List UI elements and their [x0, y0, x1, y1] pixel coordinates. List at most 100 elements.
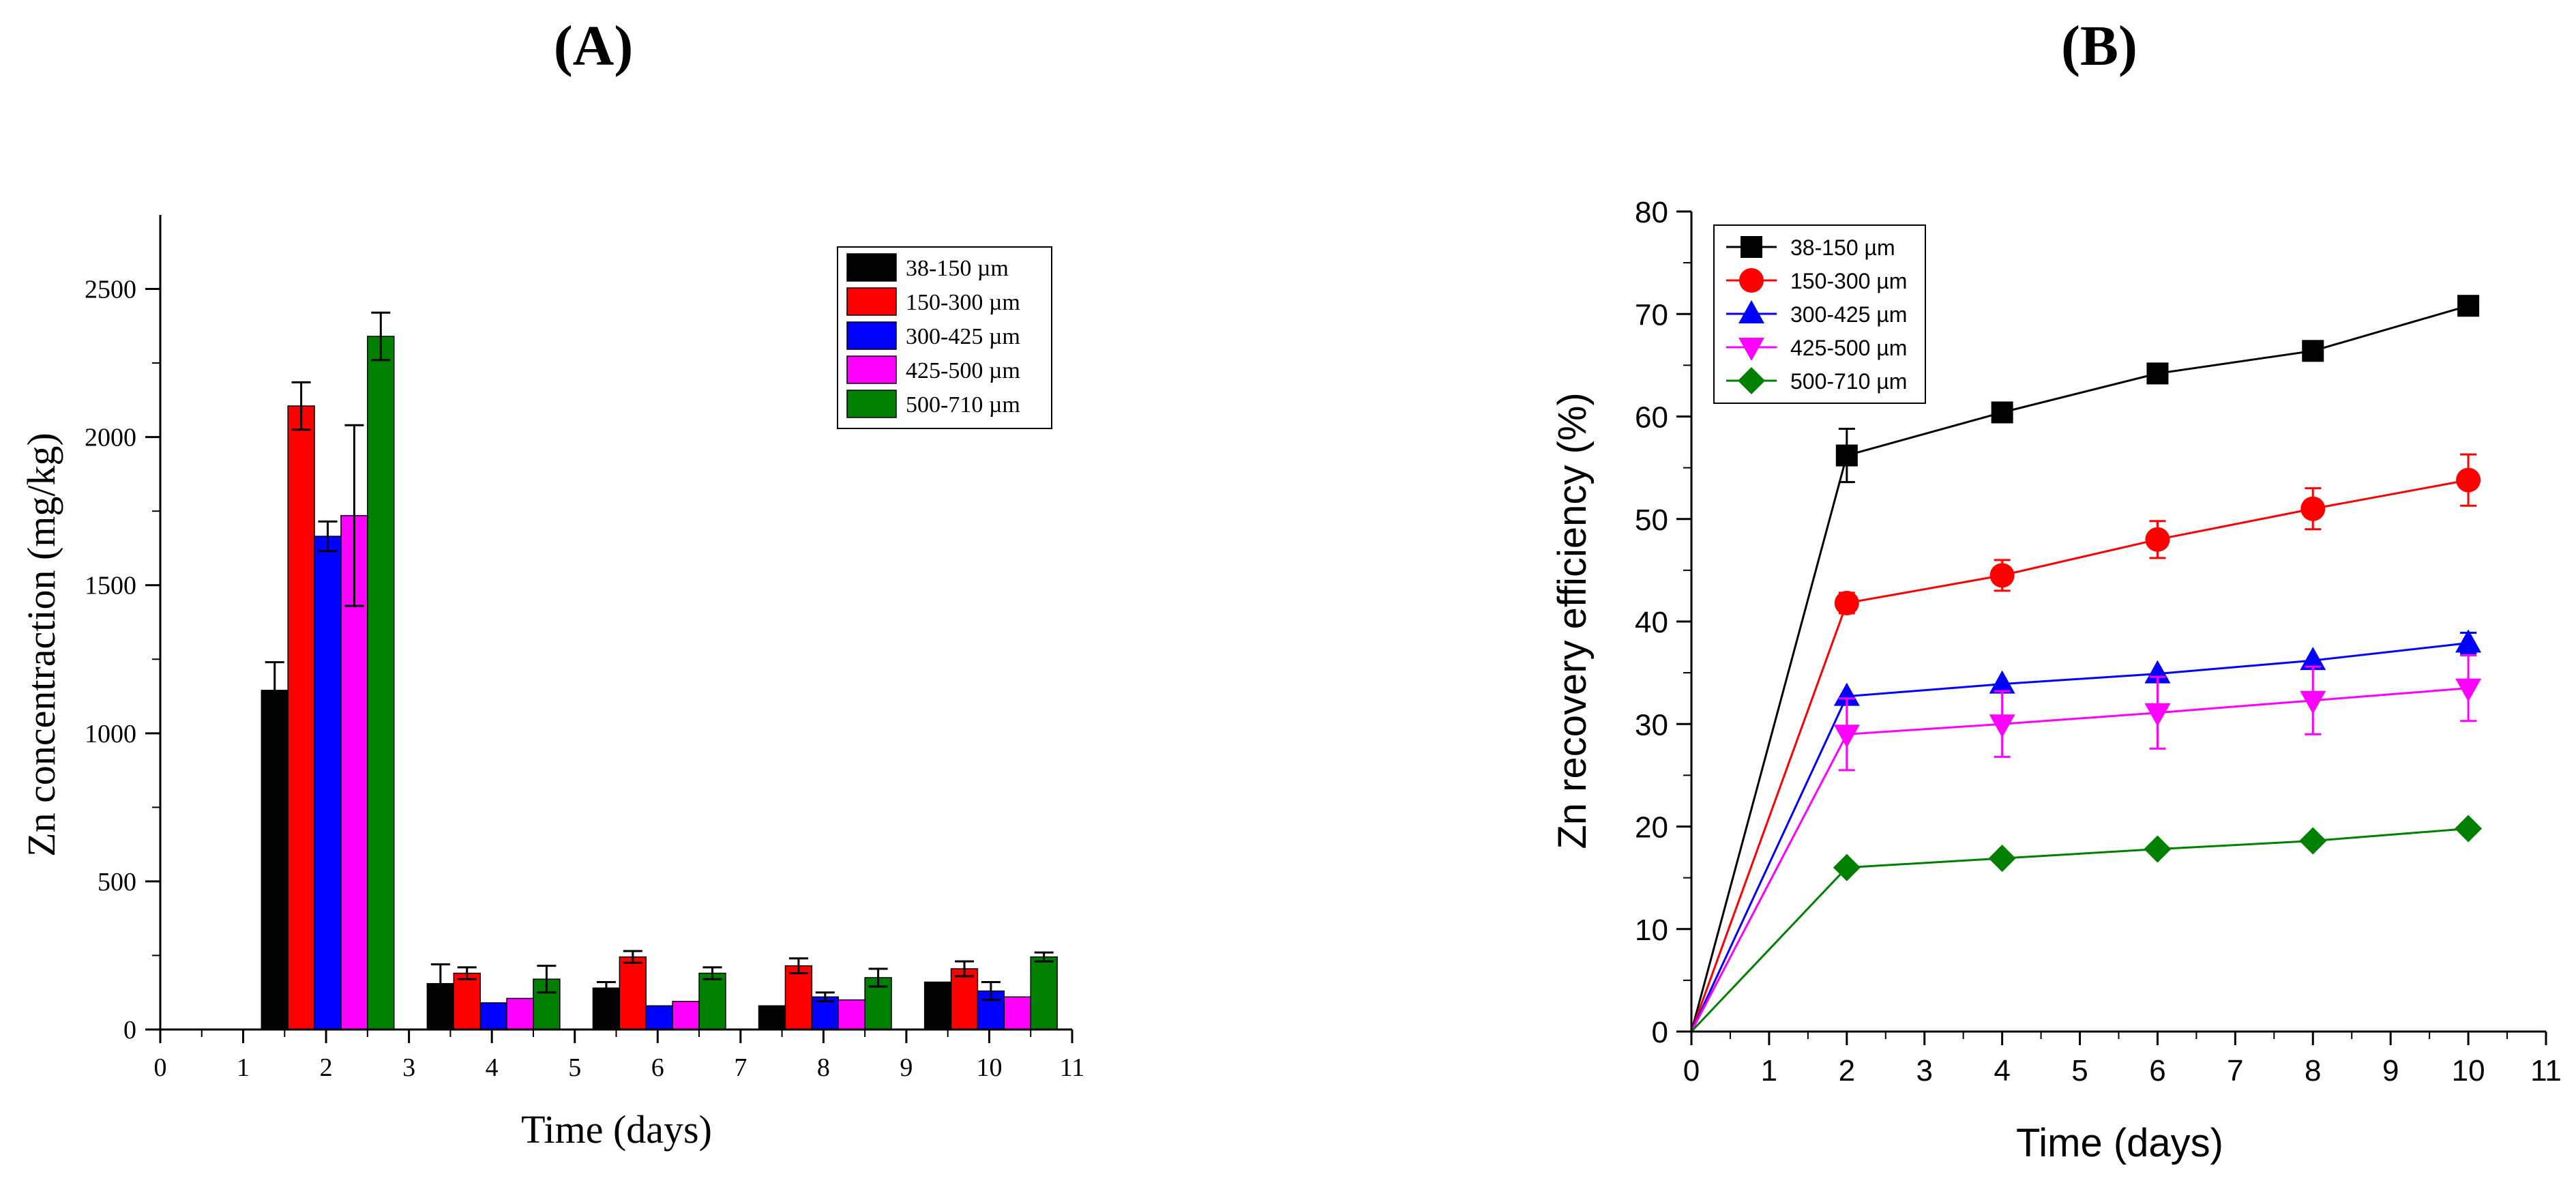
legend-b-label-2: 300-425 µm [1790, 302, 1907, 327]
point-2-2 [1989, 670, 2015, 694]
x-tick-label-a: 2 [320, 1053, 333, 1082]
x-tick-label-b: 11 [2530, 1054, 2562, 1087]
y-tick-label-b: 0 [1652, 1016, 1668, 1049]
line-series-0 [1690, 304, 2469, 1032]
legend-b-label-4: 500-710 µm [1790, 369, 1907, 394]
point-2-4 [2300, 647, 2326, 671]
chart-b-ylabel: Zn recovery efficiency (%) [1550, 392, 1595, 849]
chart-a-xlabel: Time (days) [521, 1107, 712, 1152]
line-series-3 [1690, 687, 2469, 1032]
legend-a-swatch-4 [846, 390, 897, 418]
point-3-4 [2300, 690, 2326, 714]
chart-a-ylabel: Zn concentraction (mg/kg) [19, 433, 63, 857]
x-tick-label-b: 0 [1683, 1054, 1700, 1087]
bar-3-4 [1003, 996, 1031, 1030]
point-0-5 [2457, 295, 2480, 317]
legend-b-marker-2 [1738, 300, 1764, 323]
bar-1-3 [784, 965, 813, 1030]
y-tick-label-a: 0 [123, 1016, 136, 1045]
legend-b-label-1: 150-300 µm [1790, 269, 1907, 293]
bar-2-0 [314, 536, 342, 1030]
point-0-3 [2146, 362, 2169, 385]
bar-1-4 [950, 968, 979, 1030]
point-2-1 [1833, 682, 1860, 706]
bar-2-2 [645, 1005, 673, 1030]
y-tick-label-b: 70 [1635, 298, 1668, 332]
point-0-1 [1835, 444, 1858, 467]
x-tick-label-b: 3 [1916, 1054, 1932, 1087]
bar-2-1 [479, 1002, 507, 1030]
y-tick-label-a: 1500 [85, 572, 136, 600]
legend-a-swatch-0 [846, 253, 897, 282]
x-tick-label-b: 2 [1839, 1054, 1855, 1087]
point-1-1 [1834, 590, 1859, 615]
point-3-5 [2455, 678, 2482, 702]
legend-a-label-0: 38-150 µm [906, 256, 1009, 281]
x-tick-label-b: 5 [2071, 1054, 2088, 1087]
legend-a-label-1: 150-300 µm [906, 290, 1020, 315]
point-1-5 [2456, 467, 2481, 493]
y-tick-label-b: 50 [1635, 503, 1668, 537]
y-tick-label-b: 20 [1635, 811, 1668, 845]
legend-b-label-0: 38-150 µm [1790, 235, 1895, 260]
x-tick-label-a: 11 [1060, 1053, 1085, 1082]
point-4-4 [2299, 827, 2327, 855]
y-tick-label-a: 2500 [85, 276, 136, 304]
panel-b-label: (B) [2061, 14, 2137, 78]
y-tick-label-b: 60 [1635, 401, 1668, 435]
x-tick-label-a: 5 [568, 1053, 581, 1082]
y-tick-label-a: 1000 [85, 720, 136, 748]
x-tick-label-a: 0 [154, 1053, 167, 1082]
bar-0-0 [261, 690, 288, 1030]
bar-4-0 [367, 336, 395, 1030]
point-3-3 [2144, 703, 2171, 727]
point-2-5 [2455, 629, 2482, 653]
x-tick-label-a: 10 [976, 1053, 1002, 1082]
point-1-4 [2300, 496, 2326, 521]
bar-1-0 [287, 405, 315, 1030]
legend-b-marker-0 [1741, 236, 1762, 258]
point-4-3 [2144, 835, 2172, 863]
x-tick-label-b: 8 [2305, 1054, 2321, 1087]
legend-a-label-2: 300-425 µm [906, 324, 1020, 349]
x-tick-label-a: 1 [237, 1053, 250, 1082]
legend-b-marker-1 [1739, 268, 1764, 293]
bar-0-4 [923, 981, 952, 1030]
point-3-2 [1989, 714, 2015, 738]
line-series-1 [1690, 479, 2469, 1032]
x-tick-label-b: 4 [1994, 1054, 2010, 1087]
y-tick-label-b: 10 [1635, 914, 1668, 947]
point-4-1 [1833, 853, 1861, 881]
point-4-2 [1988, 845, 2016, 873]
point-0-4 [2302, 340, 2324, 362]
legend-a-label-3: 425-500 µm [906, 358, 1020, 383]
legend-a-swatch-2 [846, 321, 897, 350]
y-tick-label-a: 500 [98, 868, 136, 896]
x-tick-label-b: 7 [2227, 1054, 2243, 1087]
bar-1-2 [619, 956, 647, 1030]
line-chart-zn-recovery: Time (days) Zn recovery efficiency (%) 0… [1550, 196, 2562, 1165]
legend-b-marker-4 [1738, 367, 1765, 394]
legend-a-swatch-3 [846, 355, 897, 384]
x-tick-label-a: 7 [734, 1053, 747, 1082]
bar-4-2 [698, 972, 726, 1030]
x-tick-label-a: 9 [900, 1053, 913, 1082]
legend-b-marker-3 [1738, 338, 1764, 361]
x-tick-label-b: 1 [1761, 1054, 1777, 1087]
bar-0-3 [758, 1005, 786, 1030]
y-tick-label-b: 80 [1635, 196, 1668, 229]
x-tick-label-b: 6 [2149, 1054, 2165, 1087]
point-1-2 [1989, 563, 2015, 588]
y-tick-label-b: 30 [1635, 708, 1668, 742]
point-3-1 [1833, 725, 1860, 748]
line-series-4 [1690, 828, 2469, 1033]
x-tick-label-b: 9 [2382, 1054, 2399, 1087]
legend-a-label-4: 500-710 µm [906, 392, 1020, 418]
y-tick-label-a: 2000 [85, 424, 136, 452]
point-0-2 [1991, 401, 2013, 424]
legend-a-swatch-1 [846, 287, 897, 316]
x-tick-label-a: 6 [651, 1053, 664, 1082]
x-tick-label-b: 10 [2452, 1054, 2485, 1087]
bar-3-3 [838, 999, 865, 1030]
